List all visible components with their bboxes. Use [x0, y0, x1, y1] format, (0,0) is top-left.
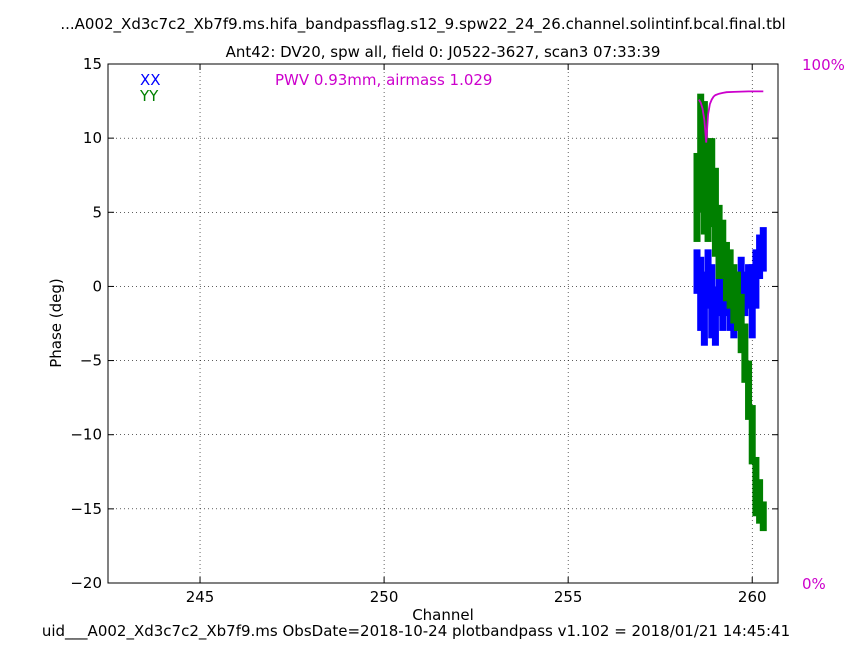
data-point [693, 152, 701, 242]
data-point [711, 167, 719, 257]
data-point [752, 456, 760, 517]
data-point [700, 101, 708, 235]
data-point [756, 479, 764, 524]
chart-title: ...A002_Xd3c7c2_Xb7f9.ms.hifa_bandpassfl… [60, 15, 785, 34]
y-axis-ticks: −20 −15 −10 −5 0 5 10 15 [70, 55, 778, 592]
plot-frame [107, 63, 779, 584]
data-point [745, 360, 753, 420]
data-point [704, 249, 712, 309]
data-point [693, 249, 701, 294]
chart-subtitle: Ant42: DV20, spw all, field 0: J0522-362… [226, 43, 661, 61]
grid-lines [108, 64, 778, 583]
y-tick-label: 10 [83, 129, 102, 147]
data-point [704, 138, 712, 242]
data-point [748, 405, 756, 465]
x-tick-label: 260 [738, 588, 767, 606]
data-point [719, 219, 727, 280]
x-axis-ticks: 245 250 255 260 [186, 64, 767, 606]
data-point [737, 256, 745, 317]
data-point [752, 249, 760, 309]
data-point [734, 271, 742, 331]
y-tick-label: −20 [70, 574, 102, 592]
data-point [745, 264, 753, 309]
x-tick-label: 255 [554, 588, 583, 606]
data-point [737, 293, 745, 354]
legend-yy: YY [139, 87, 159, 105]
data-point [748, 264, 756, 339]
data-point [708, 264, 716, 339]
data-point [719, 271, 727, 331]
data-point [759, 501, 767, 532]
data-point [756, 234, 764, 280]
pwv-annotation: PWV 0.93mm, airmass 1.029 [275, 71, 492, 89]
y-tick-label: −15 [70, 500, 102, 518]
data-point [715, 256, 723, 317]
series-yy [693, 93, 767, 532]
y-tick-label: −10 [70, 426, 102, 444]
data-point [715, 204, 723, 280]
right-axis-top-label: 100% [802, 56, 845, 74]
data-point [741, 323, 749, 383]
data-point [697, 256, 705, 331]
x-tick-label: 245 [186, 588, 215, 606]
legend-xx: XX [140, 71, 161, 89]
atmosphere-transmission-line [698, 90, 764, 143]
data-point [759, 227, 767, 272]
data-point [722, 241, 730, 302]
right-axis-bottom-label: 0% [802, 575, 826, 593]
data-point [700, 271, 708, 346]
data-point [730, 264, 738, 324]
data-point [708, 138, 716, 228]
y-axis-label: Phase (deg) [47, 278, 65, 368]
y-tick-label: −5 [80, 352, 102, 370]
data-point [726, 249, 734, 309]
data-point [697, 93, 705, 213]
data-point [711, 286, 719, 346]
data-point [741, 271, 749, 317]
data-series [693, 90, 767, 532]
x-tick-label: 250 [370, 588, 399, 606]
y-tick-label: 5 [92, 203, 102, 221]
footer-text: uid___A002_Xd3c7c2_Xb7f9.ms ObsDate=2018… [42, 622, 790, 641]
y-tick-label: 15 [83, 55, 102, 73]
y-tick-label: 0 [92, 277, 102, 295]
x-axis-label: Channel [412, 606, 474, 624]
